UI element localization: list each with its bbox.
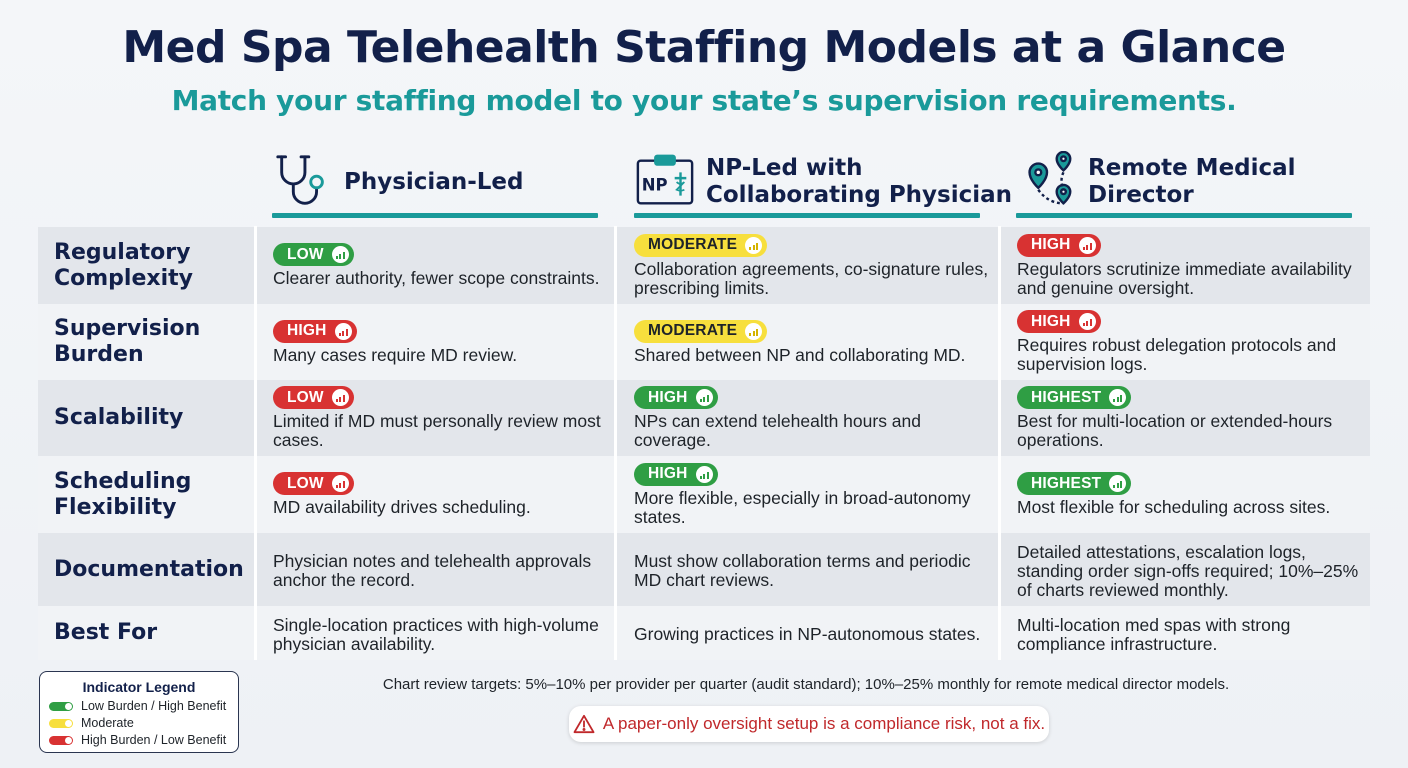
legend-item: Low Burden / High Benefit bbox=[49, 699, 226, 713]
page-subtitle: Match your staffing model to your state’… bbox=[171, 84, 1237, 117]
cell-text: Detailed attestations, escalation logs, … bbox=[1017, 541, 1359, 600]
column-header-np-led: NP NP-Led with Collaborating Physician bbox=[634, 142, 1012, 222]
cell-text: Many cases require MD review. bbox=[273, 344, 518, 365]
table-cell: MODERATE Collaboration agreements, co-si… bbox=[634, 227, 992, 304]
column-underline bbox=[634, 213, 980, 218]
legend-swatch-icon bbox=[49, 735, 73, 745]
cell-text: Physician notes and telehealth approvals… bbox=[273, 551, 592, 590]
level-badge: HIGHEST bbox=[1017, 386, 1132, 409]
cell-text: Growing practices in NP-autonomous state… bbox=[634, 624, 981, 644]
level-badge: HIGH bbox=[1017, 233, 1101, 257]
column-separator bbox=[254, 226, 257, 660]
table-cell: Must show collaboration terms and period… bbox=[634, 533, 992, 606]
level-badge: MODERATE bbox=[634, 319, 768, 343]
table-cell: LOW Clearer authority, fewer scope const… bbox=[273, 227, 608, 304]
signal-icon bbox=[1078, 313, 1096, 330]
level-badge: HIGH bbox=[634, 462, 718, 486]
signal-icon bbox=[695, 389, 713, 406]
page-title: Med Spa Telehealth Staffing Models at a … bbox=[122, 22, 1286, 73]
table-cell: Single-location practices with high-volu… bbox=[273, 606, 608, 660]
table-row-bg bbox=[38, 606, 1370, 660]
cell-text: Requires robust delegation protocols and… bbox=[1017, 335, 1337, 374]
table-cell: Physician notes and telehealth approvals… bbox=[273, 533, 608, 606]
table-cell: HIGH Many cases require MD review. bbox=[273, 304, 608, 380]
row-label-scalability: Scalability bbox=[54, 405, 184, 430]
signal-icon bbox=[1078, 236, 1096, 254]
signal-icon bbox=[334, 322, 352, 340]
signal-icon bbox=[695, 465, 713, 483]
signal-icon bbox=[331, 389, 349, 406]
signal-icon bbox=[745, 236, 763, 254]
table-cell: HIGHEST Most flexible for scheduling acr… bbox=[1017, 456, 1362, 533]
legend-title: Indicator Legend bbox=[82, 679, 196, 695]
table-cell: Detailed attestations, escalation logs, … bbox=[1017, 533, 1362, 606]
table-row-bg bbox=[38, 533, 1370, 606]
signal-icon bbox=[1109, 475, 1127, 492]
signal-icon bbox=[331, 475, 349, 492]
column-header-label: NP-Led with Collaborating Physician bbox=[706, 155, 1013, 208]
level-badge: LOW bbox=[273, 386, 354, 409]
cell-text: Shared between NP and collaborating MD. bbox=[634, 344, 966, 365]
cell-text: MD availability drives scheduling. bbox=[273, 497, 531, 517]
table-cell: MODERATE Shared between NP and collabora… bbox=[634, 304, 992, 380]
column-underline bbox=[272, 213, 598, 218]
cell-text: NPs can extend telehealth hours and cove… bbox=[634, 411, 921, 450]
table-cell: LOW MD availability drives scheduling. bbox=[273, 456, 608, 533]
column-separator bbox=[614, 226, 617, 660]
cell-text: Single-location practices with high-volu… bbox=[273, 614, 599, 654]
signal-icon bbox=[745, 322, 763, 340]
column-header-remote-medical-director: Remote Medical Director bbox=[1016, 142, 1296, 222]
warning-icon bbox=[573, 714, 595, 734]
warning-callout: A paper-only oversight setup is a compli… bbox=[569, 706, 1049, 742]
legend-swatch-icon bbox=[49, 701, 73, 711]
stethoscope-icon bbox=[276, 155, 324, 205]
table-cell: Growing practices in NP-autonomous state… bbox=[634, 606, 992, 660]
table-cell: Multi-location med spas with strong comp… bbox=[1017, 606, 1362, 660]
legend-item: High Burden / Low Benefit bbox=[49, 733, 226, 747]
column-separator bbox=[998, 226, 1001, 660]
legend-item: Moderate bbox=[49, 716, 134, 730]
cell-text: Regulators scrutinize immediate availabi… bbox=[1017, 258, 1352, 298]
footnote: Chart review targets: 5%–10% per provide… bbox=[382, 676, 1230, 693]
table-cell: HIGH More flexible, especially in broad-… bbox=[634, 456, 992, 533]
table-cell: HIGH NPs can extend telehealth hours and… bbox=[634, 380, 992, 456]
indicator-legend: Indicator Legend Low Burden / High Benef… bbox=[39, 671, 239, 753]
row-label-documentation: Documentation bbox=[54, 556, 244, 582]
cell-text: Must show collaboration terms and period… bbox=[634, 551, 971, 590]
row-label-scheduling-flexibility: Scheduling Flexibility bbox=[54, 468, 192, 520]
level-badge: LOW bbox=[273, 472, 354, 495]
level-badge: HIGHEST bbox=[1017, 472, 1132, 495]
table-cell: HIGH Regulators scrutinize immediate ava… bbox=[1017, 227, 1362, 304]
np-badge-icon: NP bbox=[636, 154, 694, 205]
cell-text: Limited if MD must personally review mos… bbox=[273, 411, 601, 450]
cell-text: Multi-location med spas with strong comp… bbox=[1017, 614, 1291, 654]
level-badge: HIGH bbox=[1017, 310, 1101, 333]
cell-text: Best for multi-location or extended-hour… bbox=[1017, 411, 1333, 450]
map-pins-icon bbox=[1028, 151, 1072, 205]
cell-text: More flexible, especially in broad-auton… bbox=[634, 487, 971, 527]
level-badge: HIGH bbox=[634, 386, 718, 409]
row-label-supervision-burden: Supervision Burden bbox=[54, 316, 201, 367]
svg-text:NP: NP bbox=[642, 176, 668, 195]
cell-text: Most flexible for scheduling across site… bbox=[1017, 497, 1331, 517]
signal-icon bbox=[331, 246, 349, 263]
warning-text: A paper-only oversight setup is a compli… bbox=[602, 714, 1046, 733]
table-cell: LOW Limited if MD must personally review… bbox=[273, 380, 608, 456]
column-header-label: Remote Medical Director bbox=[1088, 155, 1296, 208]
table-cell: HIGH Requires robust delegation protocol… bbox=[1017, 304, 1362, 380]
level-badge: HIGH bbox=[273, 319, 357, 343]
signal-icon bbox=[1109, 389, 1127, 406]
legend-swatch-icon bbox=[49, 718, 73, 728]
level-badge: LOW bbox=[273, 243, 354, 266]
column-underline bbox=[1016, 213, 1352, 218]
column-header-physician-led: Physician-Led bbox=[272, 142, 523, 222]
column-header-label: Physician-Led bbox=[344, 168, 524, 195]
level-badge: MODERATE bbox=[634, 233, 768, 257]
row-label-best-for: Best For bbox=[54, 620, 158, 645]
cell-text: Collaboration agreements, co-signature r… bbox=[634, 258, 989, 298]
row-label-regulatory-complexity: Regulatory Complexity bbox=[54, 239, 193, 291]
table-cell: HIGHEST Best for multi-location or exten… bbox=[1017, 380, 1362, 456]
cell-text: Clearer authority, fewer scope constrain… bbox=[273, 268, 600, 288]
